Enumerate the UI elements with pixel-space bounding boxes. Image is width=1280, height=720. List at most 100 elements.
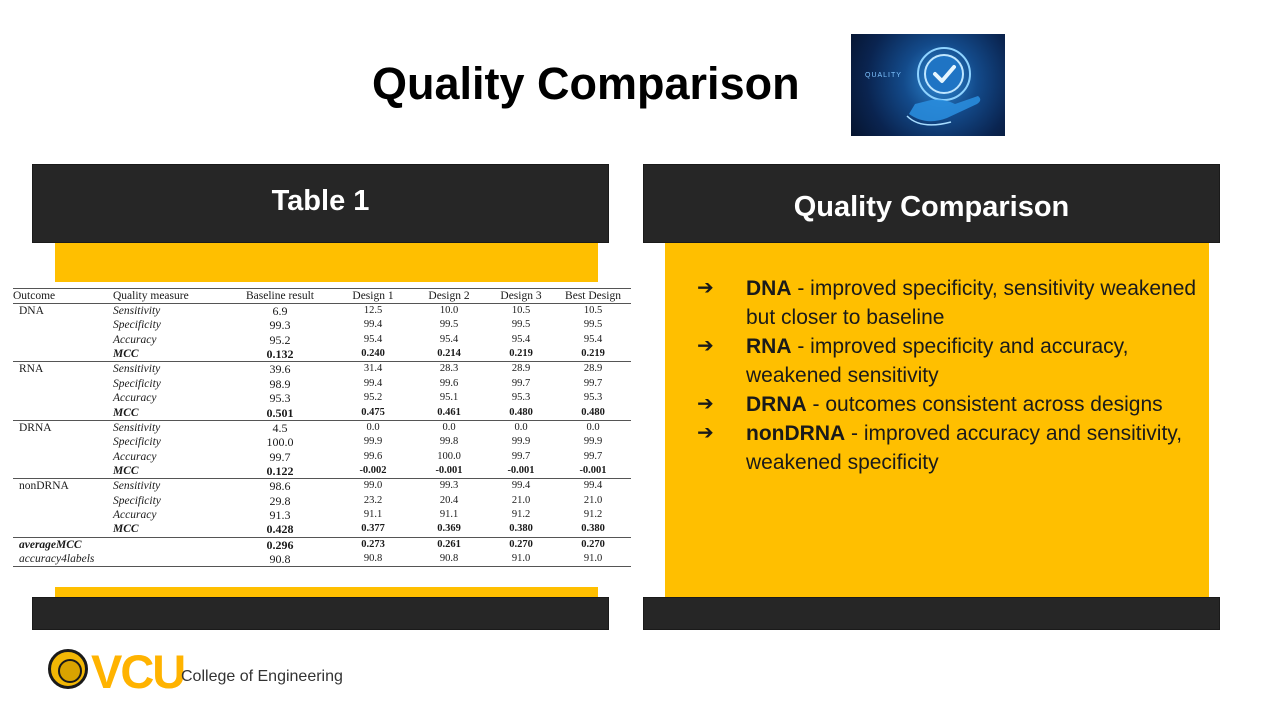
design-cell: -0.001 xyxy=(487,464,555,480)
design-cell: 0.480 xyxy=(555,405,631,421)
column-header: Outcome xyxy=(13,288,113,304)
table-panel-footer xyxy=(32,597,609,630)
baseline-cell: 98.6 xyxy=(269,479,291,494)
table-row: MCC 0.501 0.475 0.461 0.480 0.480 xyxy=(13,405,631,421)
design-cell: 0.369 xyxy=(411,522,487,538)
outcome-cell: DNA xyxy=(19,305,44,318)
measure-cell: MCC xyxy=(113,522,225,538)
design-cell: 99.6 xyxy=(363,450,383,462)
outcome-cell xyxy=(13,493,113,508)
design-cell: 28.3 xyxy=(439,363,459,375)
design-cell: 0.273 xyxy=(361,538,385,550)
design-cell: 28.9 xyxy=(583,363,603,375)
design-cell: 23.2 xyxy=(363,494,383,506)
design-cell: 99.7 xyxy=(583,377,603,389)
design-cell: 95.4 xyxy=(583,333,603,345)
column-header: Best Design xyxy=(555,288,631,304)
baseline-cell: 39.6 xyxy=(269,362,291,377)
arrow-right-icon: ➔ xyxy=(697,422,714,444)
design-cell: 99.3 xyxy=(439,480,459,492)
table-header-row: Outcome Quality measure Baseline result … xyxy=(13,288,631,304)
measure-cell: Specificity xyxy=(113,377,161,390)
outcome-cell xyxy=(13,522,113,538)
design-cell: 12.5 xyxy=(363,305,383,317)
comparison-panel-footer xyxy=(643,597,1220,630)
comparison-panel-body xyxy=(665,243,1209,597)
design-cell: 99.9 xyxy=(511,436,531,448)
outcome-cell xyxy=(13,435,113,450)
baseline-cell: 95.3 xyxy=(269,391,291,406)
bullet-text: - improved accuracy and sensitivity, wea… xyxy=(746,422,1183,474)
outcome-cell: averageMCC xyxy=(19,538,82,551)
logo-word: VCU xyxy=(91,645,186,698)
bullet-item: ➔ DNA - improved specificity, sensitivit… xyxy=(697,274,1197,332)
table-row: Accuracy 99.7 99.6 100.0 99.7 99.7 xyxy=(13,449,631,464)
baseline-cell: 0.122 xyxy=(225,464,335,480)
design-cell: 0.380 xyxy=(555,522,631,538)
baseline-cell: 0.296 xyxy=(266,537,294,552)
bullet-term: DRNA xyxy=(746,393,807,416)
bullet-text: - improved specificity and accuracy, wea… xyxy=(746,335,1129,387)
baseline-cell: 99.3 xyxy=(269,318,291,333)
design-cell: 95.1 xyxy=(439,392,459,404)
outcome-cell xyxy=(13,347,113,363)
design-cell: 0.0 xyxy=(366,421,380,433)
bullet-item: ➔ DRNA - outcomes consistent across desi… xyxy=(697,390,1197,419)
design-cell: 0.0 xyxy=(442,421,456,433)
bullet-item: ➔ nonDRNA - improved accuracy and sensit… xyxy=(697,419,1197,477)
design-cell: -0.002 xyxy=(335,464,411,480)
outcome-cell xyxy=(13,333,113,348)
slide-title: Quality Comparison xyxy=(372,58,800,109)
design-cell: 95.4 xyxy=(511,333,531,345)
table-panel-title: Table 1 xyxy=(271,185,370,217)
column-header: Design 3 xyxy=(487,288,555,304)
design-cell: 91.1 xyxy=(363,509,383,521)
design-cell: 0.480 xyxy=(487,405,555,421)
design-cell: 28.9 xyxy=(511,363,531,375)
design-cell: 0.475 xyxy=(335,405,411,421)
table-row: Specificity 100.0 99.9 99.8 99.9 99.9 xyxy=(13,435,631,450)
college-name: College of Engineering xyxy=(181,668,343,685)
baseline-cell: 0.132 xyxy=(225,347,335,363)
design-cell: 0.240 xyxy=(335,347,411,363)
outcome-cell xyxy=(13,376,113,391)
arrow-right-icon: ➔ xyxy=(697,277,714,299)
baseline-cell: 29.8 xyxy=(269,493,291,508)
measure-cell: Sensitivity xyxy=(113,480,161,493)
outcome-cell: RNA xyxy=(19,363,44,376)
outcome-cell xyxy=(13,449,113,464)
design-cell: 21.0 xyxy=(583,494,603,506)
arrow-right-icon: ➔ xyxy=(697,393,714,415)
table-row: Specificity 29.8 23.2 20.4 21.0 21.0 xyxy=(13,493,631,508)
design-cell: 99.8 xyxy=(439,436,459,448)
baseline-cell: 95.2 xyxy=(269,332,291,347)
column-header: Design 1 xyxy=(335,288,411,304)
outcome-cell xyxy=(13,318,113,333)
design-cell: 99.6 xyxy=(439,377,459,389)
measure-cell: Sensitivity xyxy=(113,363,161,376)
outcome-cell xyxy=(13,391,113,406)
measure-cell: MCC xyxy=(113,405,225,421)
comparison-panel-header: Quality Comparison xyxy=(643,164,1220,243)
table-row: MCC 0.132 0.240 0.214 0.219 0.219 xyxy=(13,347,631,363)
outcome-cell: accuracy4labels xyxy=(13,551,113,567)
results-table-container: Outcome Quality measure Baseline result … xyxy=(13,282,631,587)
design-cell: 95.3 xyxy=(511,392,531,404)
design-cell: 20.4 xyxy=(439,494,459,506)
table-row: averageMCC 0.296 0.273 0.261 0.270 0.270 xyxy=(13,537,631,552)
measure-cell: Specificity xyxy=(113,319,161,332)
bullet-text: - outcomes consistent across designs xyxy=(806,393,1163,416)
outcome-cell xyxy=(13,405,113,421)
design-cell: 99.4 xyxy=(363,377,383,389)
design-cell: 99.0 xyxy=(363,480,383,492)
baseline-cell: 4.5 xyxy=(272,420,288,435)
design-cell: 0.219 xyxy=(487,347,555,363)
design-cell: 10.5 xyxy=(583,305,603,317)
design-cell: 95.3 xyxy=(583,392,603,404)
outcome-cell xyxy=(13,464,113,480)
arrow-right-icon: ➔ xyxy=(697,335,714,357)
design-cell: 0.261 xyxy=(437,538,461,550)
design-cell: 90.8 xyxy=(411,551,487,567)
design-cell: 99.5 xyxy=(511,319,531,331)
bullet-term: RNA xyxy=(746,335,792,358)
